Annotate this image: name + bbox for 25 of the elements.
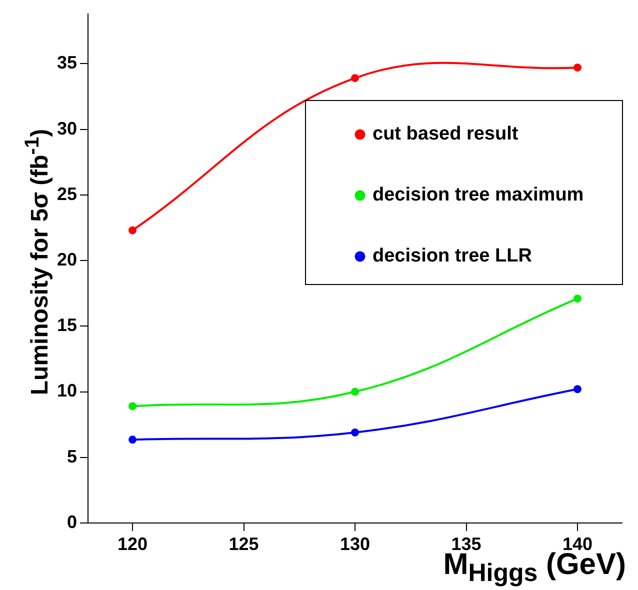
y-tick-label: 35: [56, 52, 77, 73]
point: [128, 226, 136, 234]
x-tick-label: 125: [228, 534, 259, 554]
x-tick-label: 135: [451, 534, 482, 554]
x-tick-label: 140: [562, 534, 593, 554]
legend-label: cut based result: [372, 124, 519, 145]
y-tick-label: 0: [66, 512, 77, 532]
y-tick-label: 30: [56, 118, 77, 138]
point: [574, 385, 582, 394]
point: [574, 64, 582, 72]
point: [351, 74, 359, 82]
x-tick-label: 120: [117, 534, 148, 554]
point: [351, 388, 359, 396]
point: [351, 428, 359, 436]
point: [128, 402, 136, 410]
y-tick-label: 25: [56, 184, 77, 204]
x-tick-label: 130: [340, 534, 370, 554]
point: [574, 294, 582, 303]
y-tick-label: 20: [56, 249, 77, 270]
legend-label: decision tree LLR: [372, 246, 532, 267]
y-tick-label: 10: [56, 380, 77, 401]
legend-label: decision tree maximum: [372, 184, 584, 206]
y-tick-label: 15: [56, 315, 77, 336]
y-tick-label: 5: [66, 446, 77, 466]
point: [128, 436, 136, 444]
